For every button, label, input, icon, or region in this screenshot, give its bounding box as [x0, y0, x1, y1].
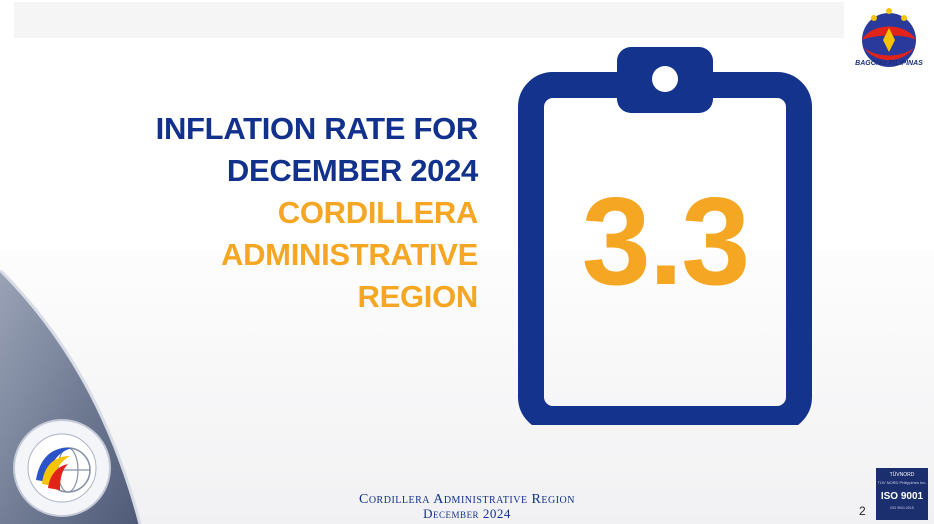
iso-standard: ISO 9001 [880, 491, 924, 502]
footer-date: December 2024 [423, 506, 511, 521]
page-number: 2 [859, 504, 866, 518]
title-line-1: INFLATION RATE FOR [155, 111, 479, 146]
iso-sub: TÜV NORD Philippines Inc. [877, 480, 927, 485]
iso-badge: TÜVNORD TÜV NORD Philippines Inc. ISO 90… [876, 468, 928, 520]
region-line-2: ADMINISTRATIVE [221, 237, 478, 272]
iso-brand: TÜVNORD [889, 472, 915, 478]
footer-region: Cordillera Administrative Region [359, 492, 575, 507]
title-line-2: DECEMBER 2024 [226, 153, 478, 188]
top-bar [14, 2, 844, 38]
psa-seal [13, 419, 111, 517]
inflation-rate-value: 3.3 [581, 173, 750, 311]
slide-background [0, 250, 934, 524]
region-line-3: REGION [357, 279, 479, 314]
clipboard-icon [518, 47, 812, 425]
iso-cert: ISO 9001:2015 [890, 506, 914, 510]
footer: Cordillera Administrative Region Decembe… [300, 492, 634, 521]
title-block: INFLATION RATE FOR DECEMBER 2024 CORDILL… [155, 108, 479, 318]
bagong-pilipinas-logo [862, 8, 916, 67]
logo-text: BAGONG PILIPINAS [855, 60, 923, 67]
region-line-1: CORDILLERA [277, 195, 479, 230]
